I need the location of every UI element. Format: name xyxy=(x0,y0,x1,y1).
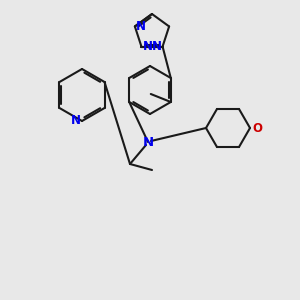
Text: O: O xyxy=(252,122,262,134)
Text: N: N xyxy=(142,40,152,53)
Text: N: N xyxy=(152,40,162,53)
Text: N: N xyxy=(136,20,146,33)
Text: N: N xyxy=(71,115,81,128)
Text: N: N xyxy=(142,136,154,148)
